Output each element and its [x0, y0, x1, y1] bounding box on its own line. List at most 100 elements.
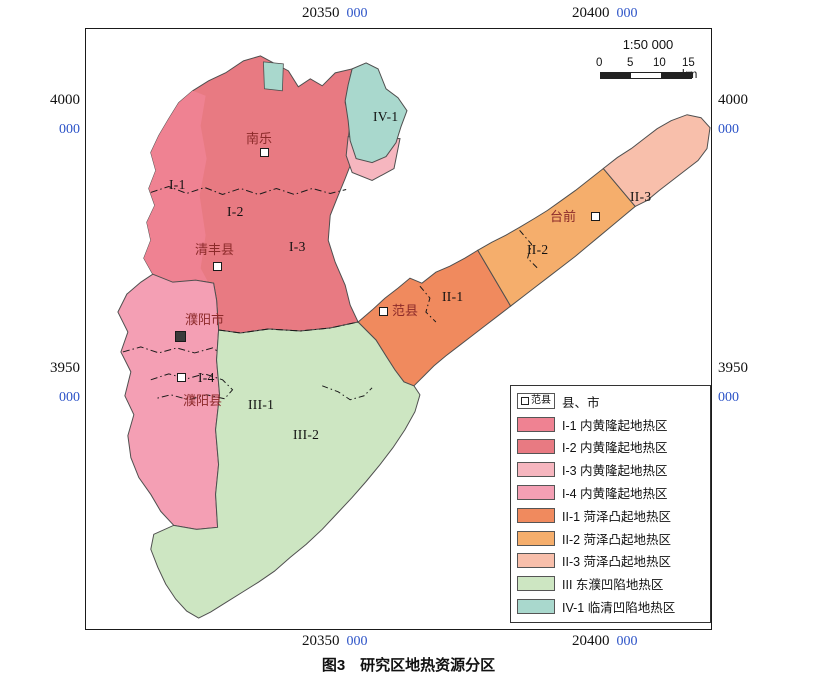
county-boundary-dashes-fanxian	[419, 285, 437, 323]
coord-label-bottom-west: 20350 000	[302, 633, 368, 650]
map-legend: 范县 县、市 I-1 内黄隆起地热区 I-2 内黄隆起地热区 I-3 内黄隆起地…	[510, 385, 711, 623]
town-square-icon-puyangxian	[177, 373, 186, 382]
legend-label: III 东濮凹陷地热区	[562, 578, 664, 593]
coord-sub: 000	[59, 390, 80, 405]
zone-region-II2	[477, 167, 636, 307]
legend-label: I-2 内黄隆起地热区	[562, 441, 668, 456]
legend-swatch-I1	[517, 416, 555, 432]
legend-swatch-II1	[517, 507, 555, 523]
scale-tick-5: 5	[627, 57, 634, 69]
coord-sub: 000	[616, 634, 638, 649]
legend-city-example: 范县	[531, 395, 551, 407]
coord-sub: 000	[346, 6, 368, 21]
zone-label-I3: I-3	[289, 239, 306, 254]
coord-main: 20350	[302, 633, 340, 649]
town-square-icon-fanxian	[379, 307, 388, 316]
place-label-puyang-county: 濮阳县	[183, 393, 223, 408]
legend-item: I-4 内黄隆起地热区	[517, 482, 704, 504]
zone-region-II1	[357, 249, 512, 387]
legend-label: I-4 内黄隆起地热区	[562, 487, 668, 502]
legend-item: III 东濮凹陷地热区	[517, 573, 704, 595]
legend-label: 县、市	[562, 395, 600, 410]
zone-label-I4: I-4	[198, 370, 215, 385]
legend-label: IV-1 临清凹陷地热区	[562, 601, 676, 616]
town-square-icon-taiqian	[591, 212, 600, 221]
coord-main: 20350	[302, 5, 340, 21]
coord-sub: 000	[718, 390, 739, 405]
zone-region-I4	[117, 273, 221, 530]
coord-label-left-south: 3950 000	[36, 360, 80, 406]
coord-sub: 000	[616, 6, 638, 21]
scale-segment-light	[631, 73, 661, 78]
legend-label: II-1 菏泽凸起地热区	[562, 509, 672, 524]
scale-segment-dark	[601, 73, 631, 78]
scale-tick-0: 0	[596, 57, 603, 69]
place-label-taiqian: 台前	[550, 209, 577, 224]
legend-label: II-3 菏泽凸起地热区	[562, 555, 672, 570]
city-square-icon-puyang	[175, 331, 186, 342]
legend-item: II-2 菏泽凸起地热区	[517, 527, 704, 549]
county-boundary-dashes-green	[322, 385, 373, 401]
legend-city-symbol-box: 范县	[517, 393, 555, 410]
zone-label-II1: II-1	[442, 289, 464, 304]
zone-patch-IV-top	[263, 61, 284, 92]
county-boundary-line-south	[218, 321, 359, 334]
legend-label: I-3 内黄隆起地热区	[562, 464, 668, 479]
town-square-icon-qingfeng	[213, 262, 222, 271]
coord-main: 4000	[50, 92, 80, 108]
place-label-qingfeng: 清丰县	[195, 242, 235, 257]
coord-label-top-east: 20400 000	[572, 5, 638, 22]
coord-main: 4000	[718, 92, 748, 108]
coord-label-right-south: 3950 000	[718, 360, 748, 406]
legend-item: II-1 菏泽凸起地热区	[517, 504, 704, 526]
geothermal-zoning-map-svg	[117, 55, 711, 619]
scale-ticks: 0 5 10 15 km	[596, 57, 698, 81]
scale-segment-dark	[661, 73, 691, 78]
town-square-icon-nanle	[260, 148, 269, 157]
legend-label: I-1 内黄隆起地热区	[562, 418, 668, 433]
coord-main: 20400	[572, 633, 610, 649]
legend-swatch-I3	[517, 462, 555, 478]
zone-region-IV1	[344, 62, 408, 164]
legend-label: II-2 菏泽凸起地热区	[562, 532, 672, 547]
zone-label-III2: III-2	[293, 427, 320, 442]
legend-swatch-IV1	[517, 599, 555, 615]
zone-label-II3: II-3	[630, 189, 652, 204]
county-boundary-dashes-taiqian	[519, 230, 538, 269]
coord-sub: 000	[718, 122, 739, 137]
coord-sub: 000	[346, 634, 368, 649]
legend-item: II-3 菏泽凸起地热区	[517, 550, 704, 572]
zone-label-I1: I-1	[169, 177, 186, 192]
coord-label-top-west: 20350 000	[302, 5, 368, 22]
legend-swatch-I4	[517, 485, 555, 501]
coord-main: 3950	[718, 360, 748, 376]
town-square-icon	[521, 397, 529, 406]
place-label-puyang-city: 濮阳市	[185, 312, 225, 327]
zone-label-IV1: IV-1	[373, 109, 399, 124]
legend-item: I-1 内黄隆起地热区	[517, 413, 704, 435]
coord-label-left-north: 4000 000	[36, 92, 80, 138]
scale-bar: 1:50 000 0 5 10 15 km	[596, 37, 698, 81]
legend-swatch-I2	[517, 439, 555, 455]
legend-item-city: 范县 县、市	[517, 390, 704, 412]
zone-label-I2: I-2	[227, 204, 244, 219]
legend-swatch-II2	[517, 530, 555, 546]
coord-sub: 000	[59, 122, 80, 137]
county-boundary-line-north	[150, 185, 347, 195]
zone-region-I1	[143, 90, 208, 283]
coord-label-right-north: 4000 000	[718, 92, 748, 138]
legend-swatch-II3	[517, 553, 555, 569]
legend-item: IV-1 临清凹陷地热区	[517, 596, 704, 618]
coord-main: 20400	[572, 5, 610, 21]
scale-ratio: 1:50 000	[622, 37, 674, 52]
place-label-nanle: 南乐	[246, 131, 273, 146]
county-boundary-line-puyang	[122, 346, 219, 354]
zone-region-II3	[602, 114, 711, 208]
map-frame: 南乐 I-1 I-2 清丰县 I-3 濮阳市 I-4 濮阳县 III-1 III…	[85, 28, 712, 630]
coord-label-bottom-east: 20400 000	[572, 633, 638, 650]
zone-label-III1: III-1	[248, 397, 275, 412]
legend-item: I-3 内黄隆起地热区	[517, 459, 704, 481]
figure-caption: 图3 研究区地热资源分区	[321, 657, 496, 674]
coord-main: 3950	[50, 360, 80, 376]
